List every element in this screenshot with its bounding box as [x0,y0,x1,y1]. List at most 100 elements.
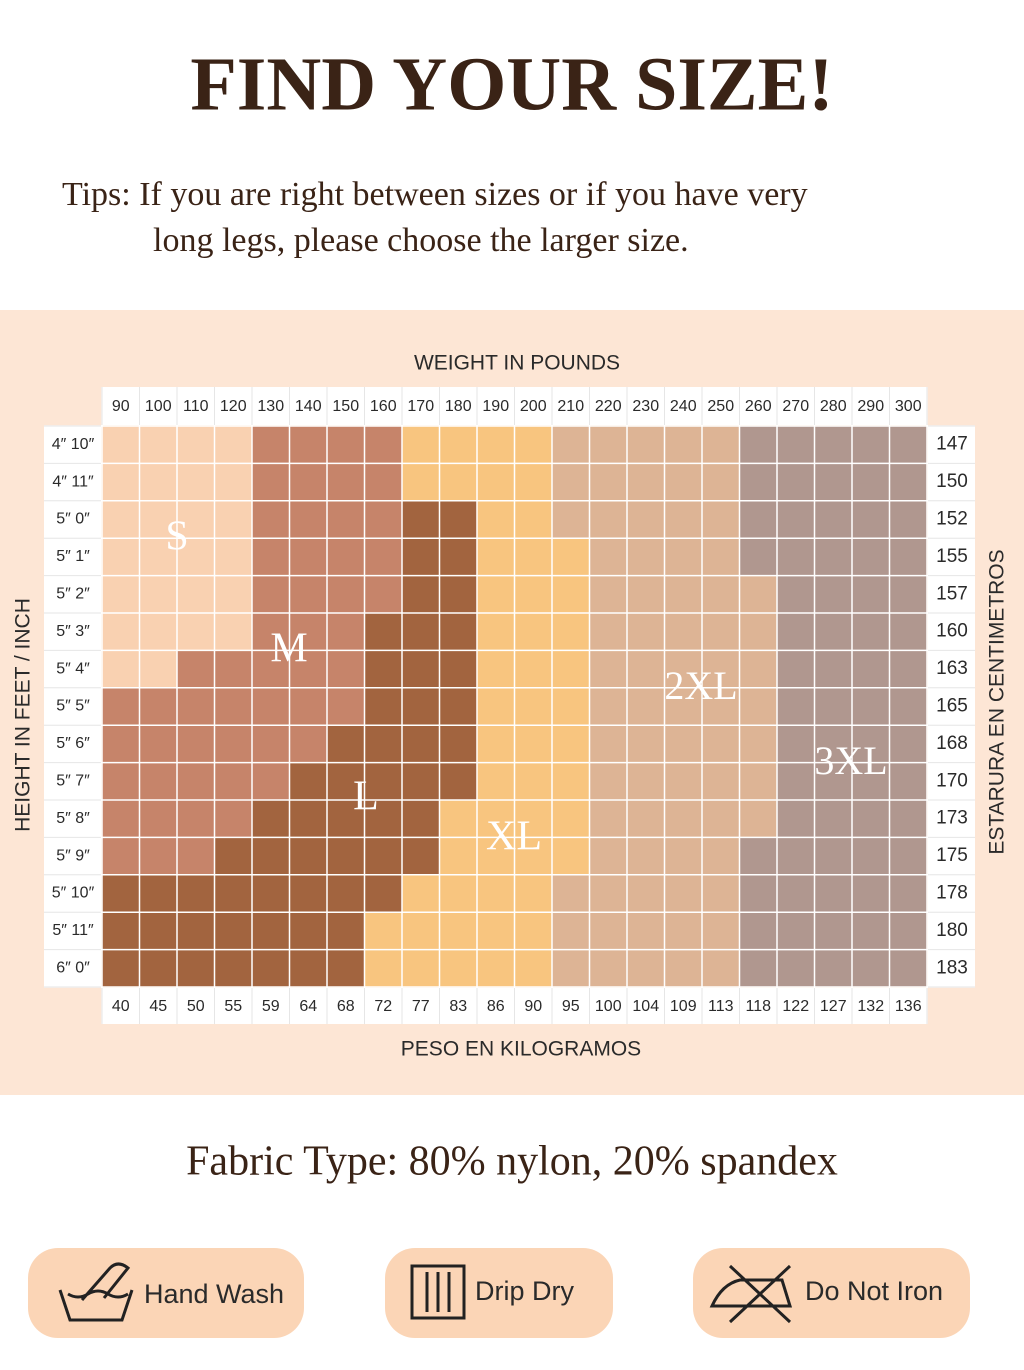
care-do-not-iron: Do Not Iron [693,1248,970,1338]
height-label: 5″ 6″ [56,735,90,752]
left-axis-label: HEIGHT IN FEET / INCH [12,598,35,832]
height-label: 5″ 1″ [56,548,90,565]
size-label: 3XL [814,738,887,783]
size-run [552,949,740,987]
size-run [739,912,927,950]
pound-label: 180 [445,398,472,415]
height-label: 5″ 7″ [56,773,90,790]
cm-label: 173 [936,808,968,829]
kg-label: 113 [708,998,734,1015]
fabric: Fabric Type: 80% nylon, 20% spandex [186,1139,838,1185]
pound-label: 190 [482,398,509,415]
pound-label: 300 [895,398,922,415]
cm-label: 175 [936,845,968,866]
size-run [739,426,927,464]
pound-label: 90 [112,398,130,415]
size-run [364,613,477,651]
size-run [102,912,365,950]
cm-label: 155 [936,546,968,567]
size-run [552,874,740,913]
tips: Tips: If you are right between sizes or … [62,176,808,213]
size-run [552,426,740,464]
hand-wash-icon [58,1262,134,1322]
cm-label: 150 [936,471,968,492]
height-label: 5″ 4″ [56,660,90,677]
size-run [252,800,440,838]
kg-label: 90 [524,998,542,1015]
size-run [477,762,590,800]
height-label: 6″ 0″ [56,960,90,977]
pound-label: 210 [557,398,584,415]
height-label: 4″ 10″ [52,436,95,453]
right-bg [928,426,975,987]
size-run [477,613,590,651]
size-run [364,912,552,950]
bottom-axis-label: PESO EN KILOGRAMOS [401,1038,641,1061]
kg-label: 50 [187,998,205,1015]
right-axis-label: ESTARURA EN CENTIMETROS [986,549,1009,854]
size-run [102,837,215,875]
size-run [589,575,777,613]
pound-label: 110 [183,398,209,415]
pound-label: 220 [595,398,622,415]
care-label: Drip Dry [475,1276,574,1306]
kg-label: 64 [299,998,317,1015]
size-run [589,800,777,838]
cm-label: 168 [936,733,968,754]
size-run [589,762,777,800]
pound-label: 290 [857,398,884,415]
cm-label: 165 [936,696,968,717]
pound-label: 150 [332,398,359,415]
kg-label: 55 [224,998,242,1015]
pound-label: 140 [295,398,322,415]
size-run [102,762,290,800]
pound-label: 240 [670,398,697,415]
size-run [477,725,590,763]
kg-label: 104 [632,998,659,1015]
height-label: 4″ 11″ [52,473,94,490]
care-pill [385,1248,613,1338]
size-label: S [165,514,188,560]
size-run [477,650,590,688]
size-run [102,949,365,987]
kg-label: 127 [820,998,847,1015]
size-run [102,687,365,726]
pound-label: 260 [745,398,772,415]
kg-label: 136 [895,998,922,1015]
kg-label: 77 [412,998,430,1015]
size-labels: S M L XL 2XL 3XL [165,514,887,860]
cm-label: 178 [936,883,968,904]
size-run [477,575,590,613]
kg-label: 86 [487,998,505,1015]
pound-label: 100 [145,398,172,415]
size-run [739,538,927,576]
size-run [739,837,927,875]
cm-label: 183 [936,957,968,978]
height-label: 5″ 8″ [56,810,90,827]
kg-label: 95 [562,998,580,1015]
title: FIND YOUR SIZE! [190,42,833,126]
size-run [589,650,777,688]
height-label: 5″ 9″ [56,847,90,864]
pound-label: 250 [707,398,734,415]
size-run [477,687,590,726]
size-run [589,613,777,651]
height-label: 5″ 10″ [52,885,95,902]
care-pill [693,1248,970,1338]
size-label: XL [486,814,542,860]
size-run [739,949,927,987]
size-run [589,687,777,726]
cm-label: 163 [936,658,968,679]
tips: long legs, please choose the larger size… [153,222,689,259]
size-run [739,874,927,913]
height-label: 5″ 3″ [56,623,90,640]
pound-label: 170 [407,398,434,415]
pound-label: 200 [520,398,547,415]
pound-label: 120 [220,398,247,415]
kg-label: 122 [782,998,809,1015]
care-drip-dry: Drip Dry [385,1248,613,1338]
pound-label: 280 [820,398,847,415]
care-label: Hand Wash [144,1279,284,1309]
care-hand-wash: Hand Wash [28,1248,304,1338]
